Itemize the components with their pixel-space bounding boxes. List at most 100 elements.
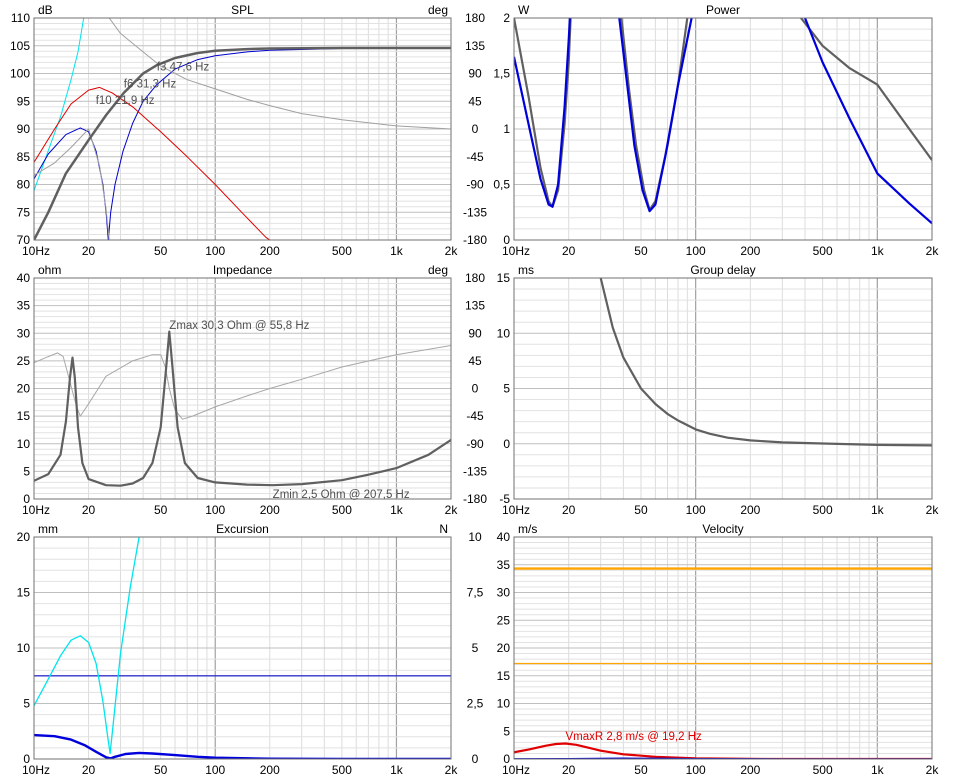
y-tick-label: 110	[11, 11, 30, 25]
spl-annotation: f6 31,3 Hz	[124, 78, 177, 90]
x-tick-label: 1k	[871, 763, 885, 777]
x-tick-label: 20	[82, 763, 96, 777]
x-tick-label: 200	[260, 244, 280, 258]
excursion-left-unit: mm	[38, 522, 58, 536]
y-tick-label: 35	[497, 558, 511, 572]
power-series-3	[514, 18, 571, 208]
impedance-series-1	[34, 330, 451, 487]
x-tick-label: 20	[82, 244, 96, 258]
x-tick-label: 1k	[390, 763, 404, 777]
y-tick-label: 10	[497, 697, 511, 711]
y2-tick-label: 90	[468, 326, 482, 340]
x-tick-label: 100	[205, 503, 225, 517]
y-tick-label: 30	[17, 326, 31, 340]
y2-tick-label: -135	[463, 205, 487, 219]
x-tick-label: 100	[205, 763, 225, 777]
spl-series-4	[108, 18, 451, 130]
y-tick-label: 10	[17, 437, 31, 451]
velocity-chart: Velocity m/s 0 5 10 15 20 25 30 35 40 10Hz 20 50 100 20…	[497, 522, 940, 777]
y-tick-label: 5	[503, 724, 510, 738]
y-tick-label: 75	[17, 205, 31, 219]
x-tick-label: 50	[154, 763, 168, 777]
y-tick-label: 1	[503, 122, 510, 136]
y-tick-label: 5	[503, 382, 510, 396]
x-tick-label: 200	[260, 503, 280, 517]
y2-tick-label: 2,5	[467, 697, 484, 711]
excursion-right-unit: N	[439, 522, 448, 536]
y-tick-label: 105	[10, 39, 30, 53]
group-delay-frame	[513, 277, 933, 500]
y-tick-label: 5	[23, 464, 30, 478]
y-tick-label: 5	[23, 697, 30, 711]
group-delay-chart: Group delay ms -5 0 5 10 15 10Hz 20 50 100 200 500 1k…	[497, 263, 940, 517]
power-series-2	[800, 18, 932, 161]
power-frame	[513, 17, 933, 241]
y2-tick-label: -180	[463, 492, 487, 506]
spl-annotation: f3 47,6 Hz	[157, 62, 210, 74]
y-tick-label: 25	[17, 354, 31, 368]
x-tick-label: 10Hz	[502, 763, 530, 777]
x-tick-label: 2k	[926, 244, 940, 258]
y2-tick-label: 135	[465, 39, 485, 53]
x-tick-label: 500	[332, 503, 352, 517]
group-delay-title: Group delay	[690, 263, 755, 277]
x-tick-label: 10Hz	[502, 244, 530, 258]
excursion-series-1	[34, 537, 140, 755]
spl-annotation: f10 21,9 Hz	[96, 95, 155, 107]
x-tick-label: 1k	[871, 503, 885, 517]
x-tick-label: 20	[562, 763, 576, 777]
y-tick-label: 15	[17, 409, 31, 423]
y-tick-label: 10	[17, 641, 31, 655]
x-tick-label: 10Hz	[502, 503, 530, 517]
y-tick-label: 0	[503, 233, 510, 247]
y-tick-label: 35	[17, 299, 31, 313]
y-tick-label: 0,5	[493, 178, 510, 192]
x-tick-label: 500	[332, 244, 352, 258]
y-tick-label: 0	[503, 437, 510, 451]
y2-tick-label: 0	[472, 122, 479, 136]
x-tick-label: 1k	[871, 244, 885, 258]
x-tick-label: 2k	[926, 763, 940, 777]
y2-tick-label: 90	[468, 67, 482, 81]
y-tick-label: 20	[17, 530, 31, 544]
x-tick-label: 500	[332, 763, 352, 777]
y-tick-label: 0	[503, 752, 510, 766]
power-title: Power	[706, 3, 740, 17]
y-tick-label: 25	[497, 613, 511, 627]
x-tick-label: 100	[205, 244, 225, 258]
velocity-left-unit: m/s	[518, 522, 537, 536]
y-tick-label: 80	[17, 178, 31, 192]
y-tick-label: 20	[497, 641, 511, 655]
impedance-series-0	[34, 345, 451, 420]
x-tick-label: 2k	[445, 763, 459, 777]
x-tick-label: 50	[154, 503, 168, 517]
y2-tick-label: 0	[472, 382, 479, 396]
y2-tick-label: 135	[465, 299, 485, 313]
x-tick-label: 50	[634, 763, 648, 777]
x-tick-label: 100	[686, 503, 706, 517]
y2-tick-label: -45	[466, 409, 484, 423]
y2-tick-label: 45	[468, 354, 482, 368]
y-tick-label: 0	[23, 752, 30, 766]
y-tick-label: 15	[497, 271, 511, 285]
y-tick-label: 90	[17, 122, 31, 136]
spl-chart: SPL dB deg 70 75 80 85 90 95 100 105 110 -180 -135 -90…	[10, 3, 487, 258]
impedance-chart: Impedance ohm deg 0 5 10 15 20 25 30 35 40 -180 -135 -…	[17, 263, 488, 517]
spl-series-2	[34, 86, 271, 240]
spl-frame	[33, 17, 452, 241]
y-tick-label: 100	[10, 67, 30, 81]
y2-tick-label: 180	[465, 11, 485, 25]
spl-series-3	[34, 128, 110, 240]
power-series-4	[618, 18, 693, 213]
group-delay-series-0	[599, 278, 932, 447]
y2-tick-label: 5	[472, 641, 479, 655]
impedance-annotation: Zmax 30,3 Ohm @ 55,8 Hz	[169, 320, 309, 332]
x-tick-label: 10Hz	[22, 763, 50, 777]
y2-tick-label: -90	[466, 437, 484, 451]
y-tick-label: -5	[499, 492, 510, 506]
y2-tick-label: -45	[466, 150, 484, 164]
x-tick-label: 500	[813, 244, 833, 258]
y-tick-label: 10	[497, 326, 511, 340]
x-tick-label: 200	[740, 763, 760, 777]
